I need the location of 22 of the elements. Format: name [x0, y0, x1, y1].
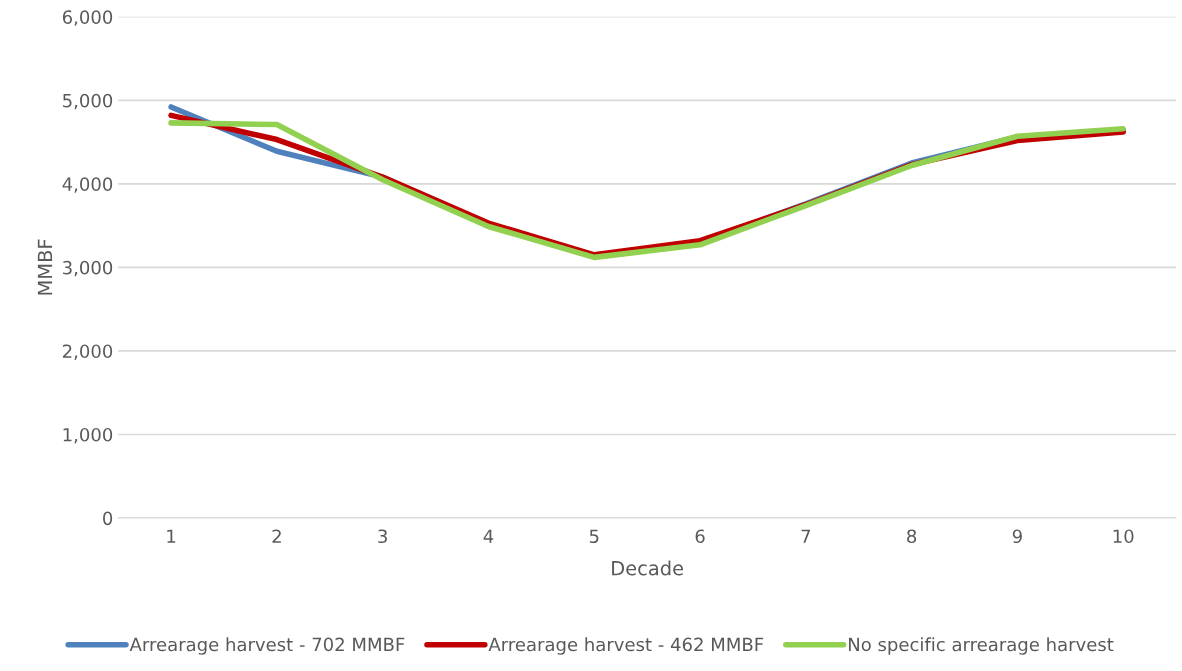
x-tick-label: 7	[801, 529, 811, 543]
y-tick-label: 3,000	[63, 260, 113, 277]
x-axis-title: Decade	[612, 560, 684, 576]
x-tick-label: 4	[483, 529, 494, 543]
y-tick-label: 1,000	[63, 427, 113, 444]
x-tick-label: 1	[167, 529, 176, 543]
x-tick-label: 9	[1012, 529, 1022, 544]
x-tick-label: 10	[1113, 529, 1134, 544]
x-tick-label: 5	[589, 529, 599, 544]
y-tick-label: 6,000	[62, 10, 113, 26]
x-tick-label: 8	[907, 529, 917, 544]
y-tick-label: 4,000	[62, 177, 113, 193]
y-tick-label: 0	[103, 511, 113, 526]
x-tick-label: 3	[378, 529, 387, 544]
y-tick-label: 2,000	[62, 344, 113, 360]
x-tick-label: 6	[695, 529, 705, 544]
y-axis-title: MMBF	[37, 239, 53, 295]
legend-label: Arrearage harvest - 702 MMBF	[129, 637, 405, 655]
x-tick-label: 2	[272, 529, 281, 543]
legend-label: Arrearage harvest - 462 MMBF	[488, 637, 764, 655]
y-tick-label: 5,000	[63, 93, 113, 110]
legend-label: No specific arrearage harvest	[848, 637, 1114, 655]
